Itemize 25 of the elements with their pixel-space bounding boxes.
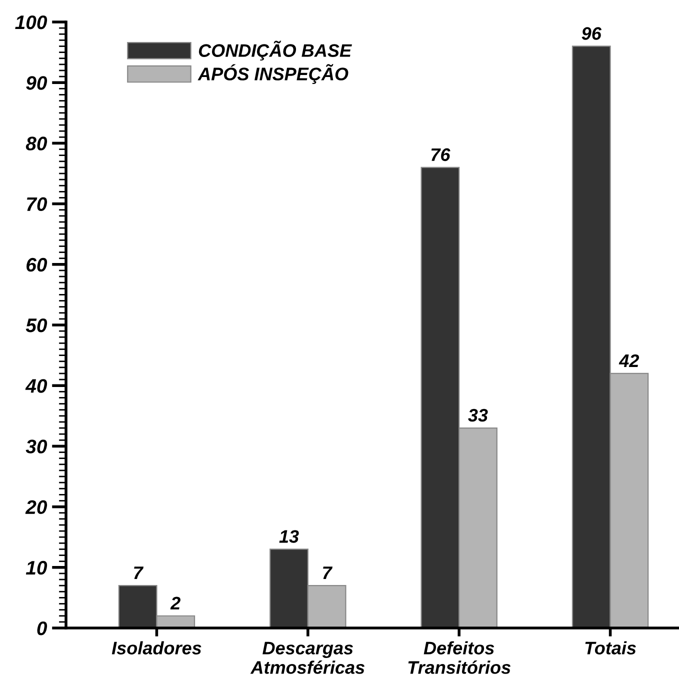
y-tick-label: 10: [26, 560, 48, 575]
data-label: 76: [431, 148, 450, 162]
legend-label: APÓS INSPEÇÃO: [198, 64, 348, 84]
legend-label: CONDIÇÃO BASE: [198, 40, 352, 61]
data-label: 96: [582, 27, 602, 40]
y-tick-label: 50: [26, 318, 48, 332]
data-label: 7: [134, 566, 144, 580]
y-tick-label: 70: [26, 197, 48, 212]
data-label: 2: [170, 596, 180, 610]
x-tick-label: Descargas Atmosféricas: [250, 642, 364, 674]
x-tick-label: Isoladores: [112, 641, 202, 654]
data-label: 42: [618, 354, 640, 367]
y-tick-label: 40: [25, 379, 48, 393]
y-tick-label: 20: [25, 500, 48, 514]
y-tick-label: 0: [37, 621, 48, 636]
y-tick-label: 90: [26, 76, 48, 90]
y-tick-label: 60: [26, 258, 48, 272]
data-label: 7: [323, 566, 333, 580]
x-tick-label: Totais: [585, 641, 636, 654]
data-label: 13: [279, 530, 299, 543]
y-tick-label: 80: [26, 136, 48, 150]
data-label: 33: [468, 408, 488, 422]
y-tick-label: 30: [26, 440, 48, 454]
y-tick-label: 100: [15, 15, 48, 30]
x-tick-label: Defeitos Transitórios: [408, 641, 510, 674]
